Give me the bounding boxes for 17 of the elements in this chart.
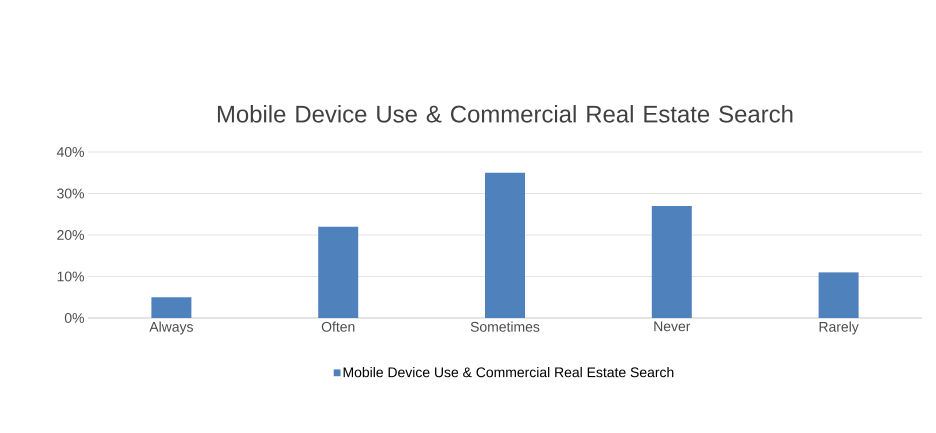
legend-label: Mobile Device Use & Commercial Real Estate Search xyxy=(344,367,674,378)
y-tick-label: 30% xyxy=(57,188,84,198)
x-tick-label: Sometimes xyxy=(470,322,540,332)
y-tick-label: 0% xyxy=(64,313,84,323)
bar xyxy=(151,297,192,318)
bar xyxy=(818,272,859,318)
x-tick-label: Often xyxy=(322,322,354,332)
y-tick-label: 10% xyxy=(58,272,84,282)
bar xyxy=(652,206,692,318)
chart-title: Mobile Device Use & Commercial Real Estate Search xyxy=(218,105,792,123)
bar xyxy=(318,226,358,318)
bar xyxy=(485,172,526,318)
x-tick-label: Rarely xyxy=(820,322,859,335)
x-tick-label: Never xyxy=(654,322,690,332)
y-tick-label: 20% xyxy=(57,230,84,240)
x-tick-label: Always xyxy=(149,322,193,335)
y-tick-label: 40% xyxy=(56,147,84,157)
